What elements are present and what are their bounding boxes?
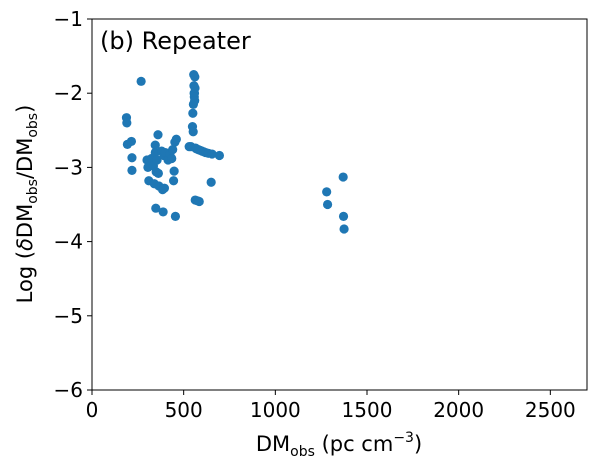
data-point xyxy=(122,118,132,128)
plot-frame xyxy=(91,18,588,391)
data-point xyxy=(170,211,181,221)
data-point xyxy=(136,76,146,86)
y-tick-label: −3 xyxy=(54,155,83,179)
data-point xyxy=(127,165,137,175)
data-point xyxy=(190,96,200,106)
x-axis-label: DMobs (pc cm−3) xyxy=(256,430,422,460)
data-point xyxy=(338,211,349,221)
x-tick-label: 500 xyxy=(165,398,203,422)
panel-label: (b) Repeater xyxy=(100,27,251,55)
data-point xyxy=(158,207,168,217)
data-points xyxy=(121,70,349,234)
y-axis-label: Log (δDMobs/DMobs) xyxy=(13,105,41,304)
x-tick-label: 2000 xyxy=(433,398,484,422)
y-tick-label: −4 xyxy=(54,230,83,254)
data-point xyxy=(152,155,162,165)
data-point xyxy=(190,83,200,93)
x-tick-label: 0 xyxy=(86,398,99,422)
data-point xyxy=(171,134,181,144)
data-point xyxy=(190,72,200,82)
y-tick-label: −2 xyxy=(54,81,83,105)
data-point xyxy=(153,168,163,178)
x-tick-label: 1000 xyxy=(250,398,301,422)
x-tick-label: 1500 xyxy=(342,398,393,422)
data-point xyxy=(153,130,163,140)
data-point xyxy=(214,150,225,161)
x-tick-label: 2500 xyxy=(525,398,576,422)
data-point xyxy=(194,196,204,207)
y-tick-label: −5 xyxy=(54,304,83,328)
y-axis-ticks: −6 −5 −4 −3 −2 −1 xyxy=(54,7,92,402)
data-point xyxy=(188,127,198,137)
data-point xyxy=(207,149,217,159)
data-point xyxy=(188,108,198,118)
data-point xyxy=(322,199,333,210)
data-point xyxy=(206,177,216,187)
data-point xyxy=(168,176,179,186)
data-point xyxy=(150,140,160,150)
data-point xyxy=(339,224,349,234)
data-point xyxy=(127,153,137,163)
data-point xyxy=(168,144,178,155)
data-point xyxy=(322,187,332,197)
data-point xyxy=(338,172,348,182)
data-point xyxy=(159,183,170,193)
data-point xyxy=(151,203,161,213)
data-point xyxy=(167,153,177,164)
y-tick-label: −1 xyxy=(54,7,83,31)
y-tick-label: −6 xyxy=(54,378,83,402)
x-axis-ticks: 0 500 1000 1500 2000 2500 xyxy=(86,390,576,422)
data-point xyxy=(126,136,137,147)
data-point xyxy=(169,166,179,176)
